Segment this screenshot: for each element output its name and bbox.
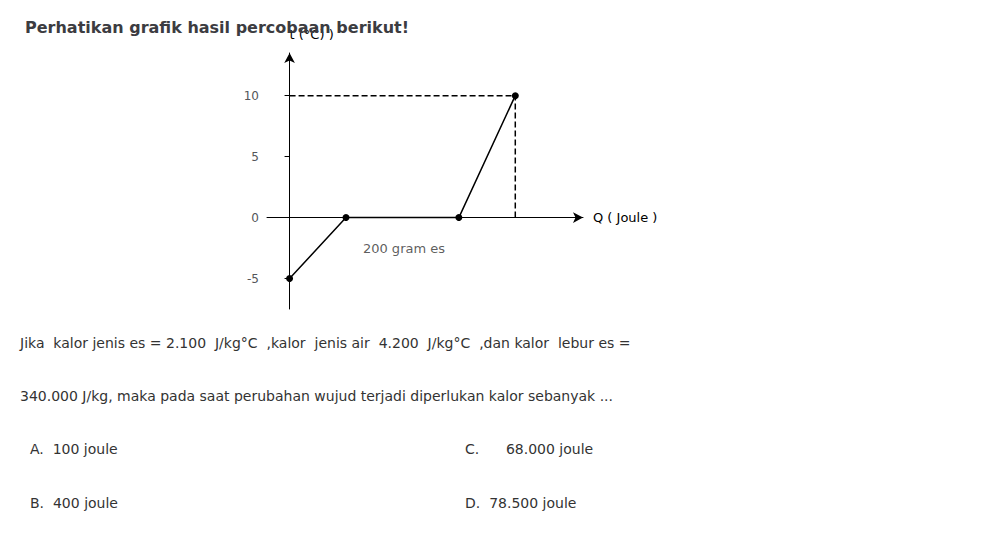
svg-text:C. 68.000 joule: C. 68.000 joule	[465, 441, 593, 457]
svg-text:0: 0	[251, 211, 259, 225]
svg-text:5: 5	[251, 150, 259, 164]
svg-text:Q ( Joule ): Q ( Joule )	[593, 210, 657, 225]
svg-text:-5: -5	[247, 272, 259, 286]
svg-text:340.000 J/kg, maka pada saat p: 340.000 J/kg, maka pada saat perubahan w…	[20, 388, 613, 404]
svg-text:Jika kalor jenis es = 2.100: Jika kalor jenis es = 2.100 J/kg°C ,kalo…	[19, 335, 630, 351]
svg-text:10: 10	[244, 89, 259, 103]
svg-text:D. 78.500 joule: D. 78.500 joule	[465, 495, 576, 511]
svg-text:B. 400 joule: B. 400 joule	[30, 495, 118, 511]
svg-text:Perhatikan grafik hasil percob: Perhatikan grafik hasil percobaan beriku…	[25, 18, 409, 37]
svg-text:A. 100 joule: A. 100 joule	[30, 441, 118, 457]
svg-text:200 gram es: 200 gram es	[363, 241, 445, 256]
